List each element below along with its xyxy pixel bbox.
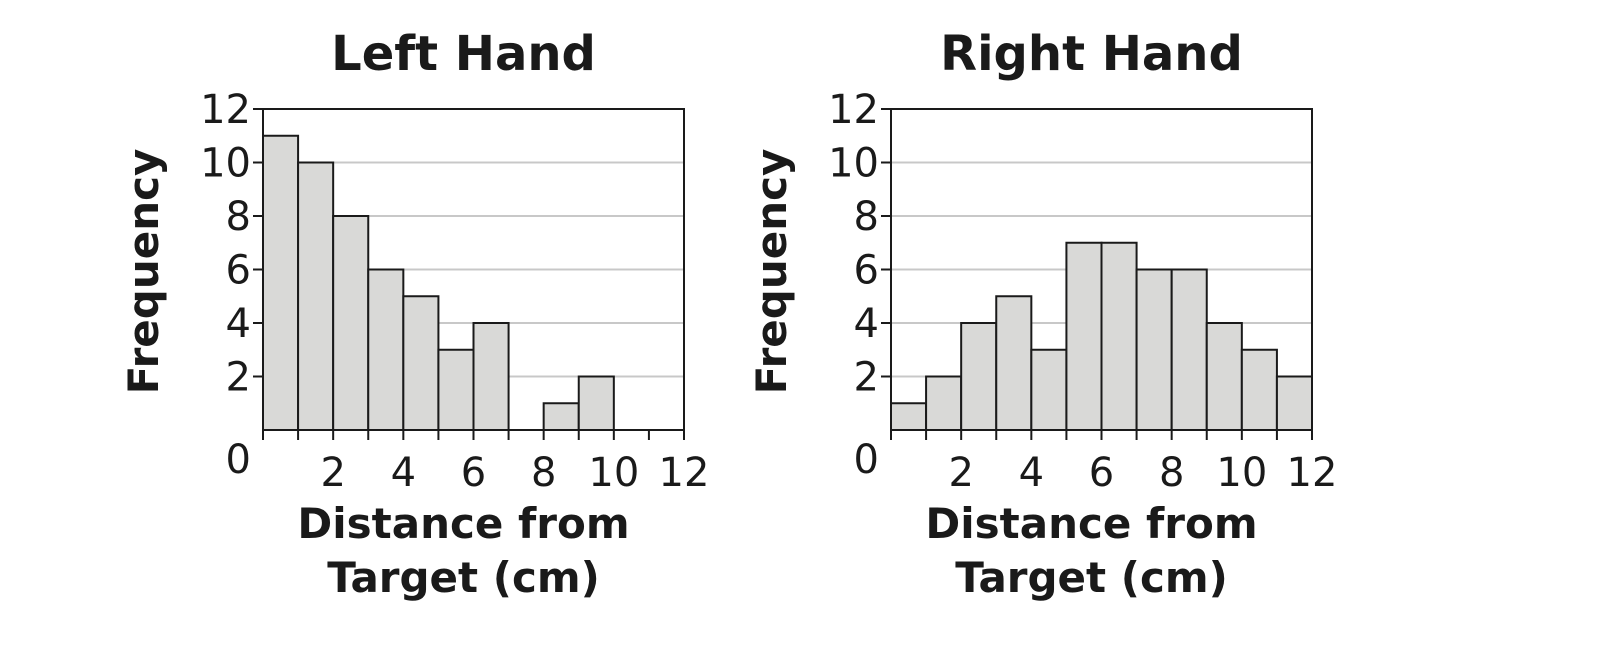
x-tick-label: 4 [391,450,416,496]
bar [1135,268,1173,431]
bar [1100,241,1138,431]
x-axis-label: Distance from [297,499,629,548]
x-tick-label: 8 [531,450,556,496]
y-tick-label: 10 [828,141,879,187]
x-tick-label: 6 [1089,450,1114,496]
x-axis-label: Distance from [925,499,1257,548]
x-tick-label: 12 [1287,450,1338,496]
y-tick-label: 6 [226,248,251,294]
y-tick-label: 2 [226,355,251,401]
y-axis-label: Frequency [119,149,168,395]
y-tick-label: 2 [854,355,879,401]
bar [1205,322,1243,431]
x-tick-label: 2 [948,450,973,496]
x-tick-label: 10 [1216,450,1267,496]
bar [472,322,510,431]
bar [367,268,405,431]
y-tick-label: 12 [828,87,879,133]
y-tick-label: 6 [854,248,879,294]
y-tick-label: 4 [226,301,251,347]
x-tick-label: 4 [1019,450,1044,496]
chart-title: Left Hand [331,26,596,82]
y-tick-label: 8 [854,194,879,240]
bar [925,375,963,431]
bar [1065,241,1103,431]
bar [1275,375,1313,431]
x-tick-label: 6 [461,450,486,496]
bar [297,161,335,431]
y-tick-label: 10 [200,141,251,187]
x-tick-label: 8 [1159,450,1184,496]
bar [577,375,615,431]
x-axis-label: Target (cm) [327,553,600,602]
bar [1030,348,1068,431]
y-tick-label: 8 [226,194,251,240]
bar [1170,268,1208,431]
bar [437,348,475,431]
y-tick-label: 0 [854,437,879,483]
bar [542,402,580,431]
bar [995,295,1033,431]
y-tick-label: 12 [200,87,251,133]
y-tick-label: 0 [226,437,251,483]
x-tick-label: 2 [320,450,345,496]
bar [960,322,998,431]
y-tick-label: 4 [854,301,879,347]
bar [1240,348,1278,431]
chart-title: Right Hand [940,26,1243,82]
bar [332,215,370,431]
bar [402,295,440,431]
x-tick-label: 12 [659,450,710,496]
x-axis-label: Target (cm) [955,553,1228,602]
bar [890,402,928,431]
y-axis-label: Frequency [747,149,796,395]
x-tick-label: 10 [588,450,639,496]
bar [262,134,300,431]
